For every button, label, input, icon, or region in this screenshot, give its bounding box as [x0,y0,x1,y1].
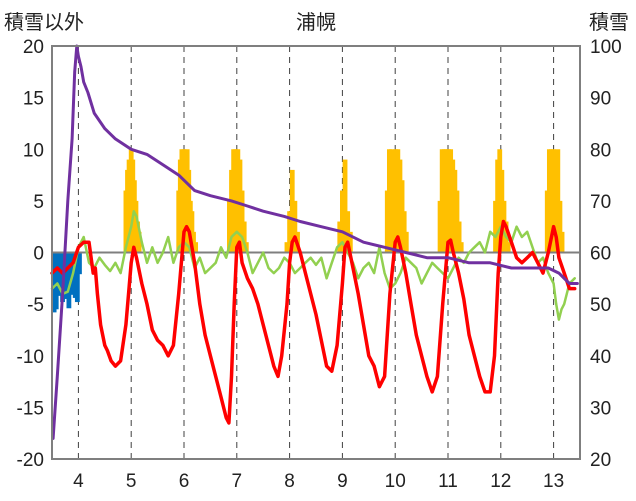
x-tick-label: 11 [438,471,458,492]
x-axis-ticks: 4 5 6 7 8 9 10 11 12 13 [73,471,564,492]
y-left-tick-label: 20 [23,37,44,58]
y-left-tick-label: 0 [33,244,44,265]
y-right-tick-label: 50 [590,295,611,316]
precip_snow-bar-30 [287,211,292,253]
y-right-tick-label: 40 [590,347,611,368]
plot-frame [51,45,581,460]
snow_depth-line [51,44,579,440]
precip_snow-bar-36 [342,159,348,253]
y-right-tick-label: 60 [590,244,611,265]
wind-line [50,209,576,321]
chart-title: 浦幌 [296,10,336,34]
precip_rain-bar-12 [77,252,82,275]
y-left-tick-label: -20 [17,450,44,471]
precip_snow-bar-58 [456,221,462,253]
precip_snow-bar-27 [241,221,247,253]
gridlines [77,46,555,459]
precip_snow-bar-59 [458,242,464,253]
y-left-tick-label: 10 [23,140,44,161]
x-tick-label: 4 [73,471,84,492]
y-right-tick-label: 20 [590,450,611,471]
precip_snow-bar-38 [347,231,353,253]
y-left-tick-label: 15 [23,89,44,110]
y-left-tick-label: 5 [33,192,44,213]
y-right-tick-label: 30 [590,398,611,419]
x-tick-label: 12 [490,471,511,492]
precip_snow-bar-37 [345,211,351,253]
x-tick-label: 9 [337,471,348,492]
y-axis-left-ticks: 20 15 10 5 0 -5 -10 -15 -20 [17,37,44,471]
y-right-tick-label: 90 [590,89,611,110]
precip_snow-bar-74 [559,231,565,253]
precip_snow-bar-29 [284,242,290,253]
precip_snow-bar-66 [505,242,511,253]
y-axis-right-label: 積雪 [589,10,629,34]
y-left-tick-label: -10 [17,347,44,368]
x-tick-label: 5 [126,471,137,492]
precip_rain-bar-11 [74,252,80,303]
precip_snow-bar-35 [340,190,345,253]
y-right-tick-label: 70 [590,192,611,213]
y-right-tick-label: 100 [590,37,622,58]
y-axis-left-label: 積雪以外 [4,10,84,34]
y-axis-right-ticks: 100 90 80 70 60 50 40 30 20 [590,37,622,471]
series-lines [50,44,579,440]
x-tick-label: 6 [179,471,190,492]
y-left-tick-label: -15 [17,398,44,419]
x-tick-label: 10 [385,471,406,492]
precip_snow-bar-32 [292,200,298,253]
x-tick-label: 8 [284,471,295,492]
temperature-line [50,219,577,425]
precip_snow-bar-34 [337,221,343,253]
x-tick-label: 7 [232,471,243,492]
y-right-tick-label: 80 [590,140,611,161]
precip_snow-bar-19 [193,242,199,253]
precip_snow-bar-73 [557,200,563,253]
y-left-tick-label: -5 [27,295,44,316]
x-tick-label: 13 [543,471,564,492]
precip_snow-bar-48 [403,231,409,253]
precip_snow-bar-8 [136,231,142,253]
precip_snow-bar-31 [289,169,295,253]
